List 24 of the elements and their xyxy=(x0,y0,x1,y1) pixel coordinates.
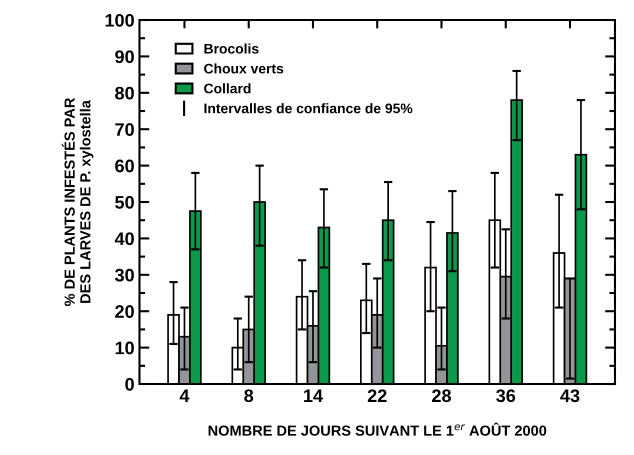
y-tick-label: 20 xyxy=(115,305,134,318)
y-axis-title: % DE PLANTS INFESTÉS PAR DES LARVES DE P. xylostella xyxy=(62,98,94,306)
legend-label: Brocolis xyxy=(204,43,259,54)
y-tick-label: 0 xyxy=(125,378,134,391)
x-axis-title: NOMBRE DE JOURS SUIVANT LE 1$^{er}$ AOÛT 2000 xyxy=(208,422,546,436)
x-tick-label: 43 xyxy=(560,389,580,402)
x-tick-label: 14 xyxy=(304,390,323,402)
legend-label: Collard xyxy=(204,83,250,94)
y-tick-label: 100 xyxy=(106,14,134,27)
y-tick-label: 40 xyxy=(114,232,134,246)
x-tick-label: 28 xyxy=(432,389,451,402)
y-tick-label: 10 xyxy=(116,342,134,354)
y-tick-label: 90 xyxy=(115,50,134,64)
legend-label: Choux verts xyxy=(204,63,284,74)
y-tick-label: 70 xyxy=(115,123,134,136)
y-tick-label: 60 xyxy=(115,160,134,172)
x-tick-label: 4 xyxy=(180,390,190,402)
x-tick-label: 8 xyxy=(244,389,254,402)
x-tick-label: 22 xyxy=(368,389,387,402)
y-tick-label: 30 xyxy=(114,268,134,282)
y-tick-label: 80 xyxy=(115,86,134,100)
x-tick-label: 36 xyxy=(496,389,516,402)
y-tick-label: 50 xyxy=(115,196,134,209)
annotation: Intervalles de confiance de 95% xyxy=(204,103,412,114)
